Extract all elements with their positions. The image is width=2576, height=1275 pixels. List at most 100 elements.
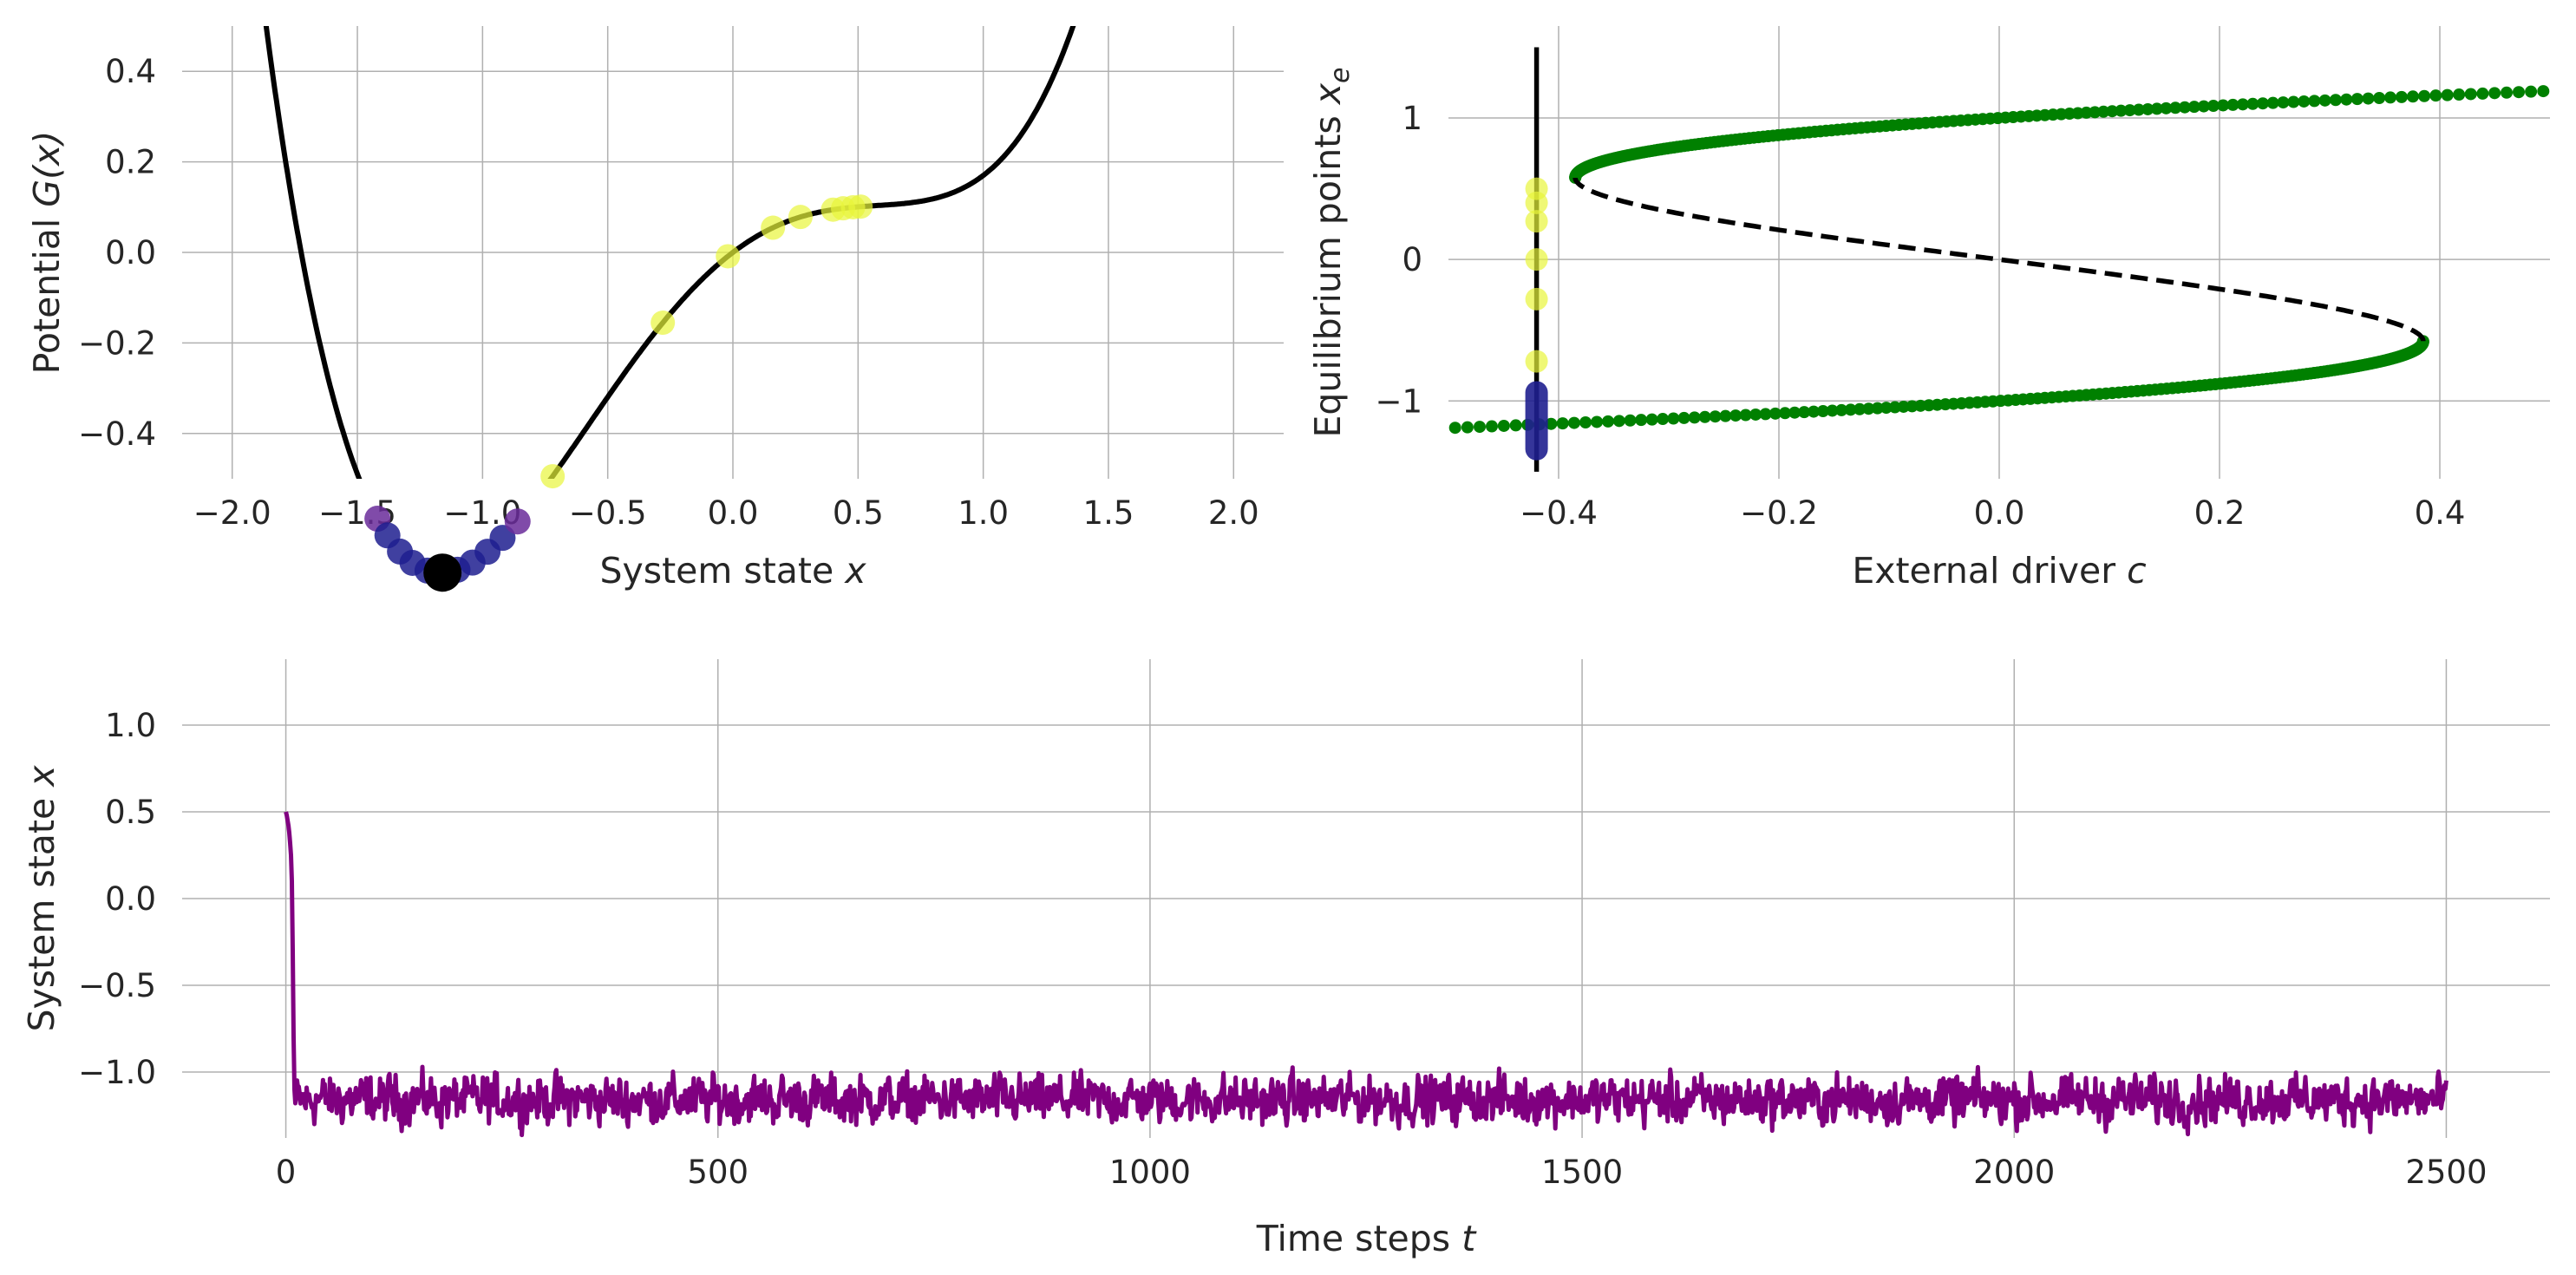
state-point xyxy=(1525,191,1548,214)
equilibrium-point xyxy=(2362,92,2375,105)
state-point xyxy=(651,311,676,336)
y-tick-label: 0.0 xyxy=(105,880,156,918)
x-tick-label: 2.0 xyxy=(1208,494,1259,532)
x-tick-label: 500 xyxy=(687,1154,749,1191)
equilibrium-point xyxy=(2178,101,2191,114)
potential-plot: −2.0 −1.5 −1.0 −0.5 0.0 0.5 1.0 1.5 2.0−0.4−0.20… xyxy=(26,26,1284,592)
equilibrium-point xyxy=(1835,403,1848,416)
equilibrium-point xyxy=(2097,105,2110,118)
equilibrium-point xyxy=(2476,87,2489,100)
equilibrium-point xyxy=(1688,411,1701,424)
equilibrium-point xyxy=(1749,408,1762,421)
equilibrium-point xyxy=(1719,409,1732,422)
equilibrium-point xyxy=(1698,410,1711,423)
x-tick-label: −0.4 xyxy=(1520,494,1598,532)
y-tick-label: −0.2 xyxy=(78,324,156,362)
equilibrium-point xyxy=(2115,104,2128,117)
equilibrium-point xyxy=(1808,405,1821,418)
state-point xyxy=(1525,350,1548,373)
equilibrium-point xyxy=(1759,408,1772,421)
equilibrium-point xyxy=(2141,102,2154,115)
equilibrium-point xyxy=(1624,414,1637,427)
equilibrium-point xyxy=(1729,409,1742,422)
equilibrium-point xyxy=(2298,95,2311,108)
equilibrium-point xyxy=(2266,96,2279,109)
x-tick-label: 0.0 xyxy=(708,494,759,532)
equilibrium-point xyxy=(1448,422,1461,435)
equilibrium-point xyxy=(2123,104,2136,117)
x-axis-label: System state x xyxy=(599,550,866,592)
equilibrium-point xyxy=(2488,87,2501,100)
equilibrium-point xyxy=(2246,97,2259,110)
x-tick-label: −2.0 xyxy=(193,494,271,532)
equilibrium-point xyxy=(2106,105,2119,118)
equilibrium-point xyxy=(2340,93,2353,106)
bifurcation-plot: −0.4 −0.2 0.0 0.2 0.4 −1 0 1 External driver c Eq… xyxy=(1307,26,2550,592)
equilibrium-point xyxy=(2453,88,2466,101)
equilibrium-point xyxy=(1677,411,1690,424)
y-axis-label: Potential G(x) xyxy=(26,131,68,375)
equilibrium-point xyxy=(1769,407,1782,420)
equilibrium-point xyxy=(1862,402,1875,415)
x-tick-label: 1500 xyxy=(1541,1154,1623,1191)
equilibrium-point xyxy=(1612,415,1625,428)
equilibrium-point xyxy=(2150,102,2163,115)
equilibrium-point xyxy=(2373,91,2386,104)
equilibrium-point xyxy=(2395,90,2408,103)
state-series-line xyxy=(284,811,2449,1138)
x-tick-label: 0.5 xyxy=(833,494,884,532)
x-tick-label: 0.4 xyxy=(2415,494,2466,532)
state-point xyxy=(1525,287,1548,311)
equilibrium-point xyxy=(1871,402,1884,415)
equilibrium-point xyxy=(1567,416,1580,429)
x-tick-label: 2000 xyxy=(1973,1154,2055,1191)
equilibrium-point xyxy=(2287,95,2300,108)
equilibrium-point xyxy=(1739,409,1752,422)
state-point xyxy=(1525,210,1548,233)
equilibrium-point xyxy=(1509,419,1522,432)
x-tick-label: 1.5 xyxy=(1083,494,1134,532)
equilibrium-point xyxy=(2256,97,2269,110)
y-tick-label: −0.5 xyxy=(78,967,156,1004)
state-point xyxy=(848,194,873,219)
equilibrium-point xyxy=(1556,417,1569,430)
equilibrium-point xyxy=(1657,413,1670,426)
equilibrium-point xyxy=(2383,91,2396,104)
equilibrium-point xyxy=(1844,403,1857,416)
y-tick-label: 0.2 xyxy=(105,144,156,181)
equilibrium-point xyxy=(2187,101,2200,114)
x-axis-label: External driver c xyxy=(1852,550,2146,592)
equilibrium-point xyxy=(1709,410,1722,423)
state-point xyxy=(504,508,531,535)
equilibrium-point xyxy=(2418,89,2431,102)
time-series-plot: 0 500 1000 1500 2000 2500 −1.0 −0.5 0.0 0.5 1.0 Tim… xyxy=(21,659,2550,1259)
state-point xyxy=(788,205,813,230)
x-tick-label: 0 xyxy=(276,1154,297,1191)
x-tick-label: 2500 xyxy=(2405,1154,2487,1191)
state-point xyxy=(761,215,786,240)
y-tick-label: 1.0 xyxy=(105,707,156,744)
state-point xyxy=(1525,248,1548,271)
current-state-marker xyxy=(423,553,462,592)
y-tick-label: 0.5 xyxy=(105,794,156,831)
y-tick-label: 0 xyxy=(1402,241,1422,278)
state-point xyxy=(489,525,516,552)
y-axis-label: Equilibrium points xe xyxy=(1307,67,1356,437)
equilibrium-point xyxy=(2089,106,2102,119)
equilibrium-point xyxy=(1485,420,1498,433)
equilibrium-point xyxy=(2217,99,2230,112)
equilibrium-point xyxy=(2329,94,2342,107)
equilibrium-point xyxy=(2441,88,2454,101)
equilibrium-point xyxy=(1888,401,1901,414)
equilibrium-point xyxy=(1497,419,1510,432)
equilibrium-point xyxy=(2277,96,2290,109)
y-tick-label: 0.4 xyxy=(105,53,156,90)
grid xyxy=(182,659,2550,1138)
grid xyxy=(182,26,1284,479)
equilibrium-point xyxy=(2350,93,2364,106)
equilibrium-point xyxy=(2207,100,2220,113)
x-tick-label: 1.0 xyxy=(958,494,1009,532)
equilibrium-point xyxy=(1788,406,1801,419)
equilibrium-point xyxy=(2318,94,2331,107)
